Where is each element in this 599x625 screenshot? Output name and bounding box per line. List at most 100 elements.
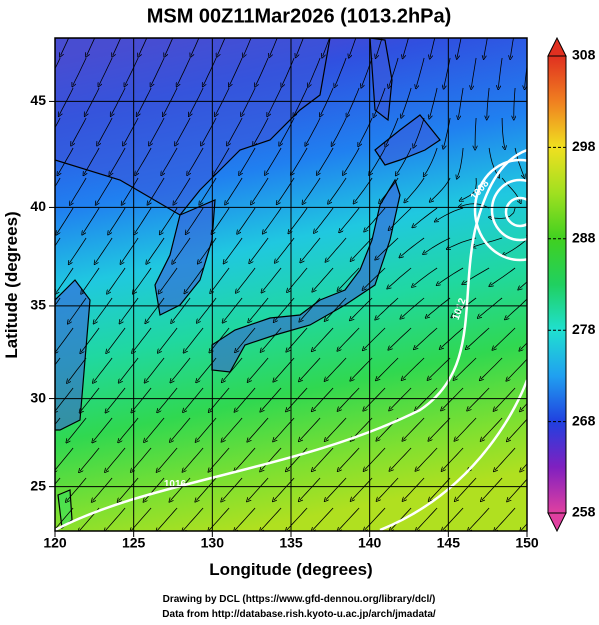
- streamline: [93, 417, 113, 441]
- streamline: [339, 267, 360, 290]
- streamline: [254, 117, 269, 144]
- streamline: [133, 327, 152, 352]
- streamline: [329, 177, 347, 203]
- colorbar-tick-label: 268: [572, 412, 596, 428]
- streamline: [224, 297, 243, 322]
- y-axis-label: Latitude (degrees): [2, 211, 21, 358]
- streamline: [249, 297, 269, 321]
- streamline: [212, 207, 230, 233]
- streamline: [238, 207, 256, 233]
- streamline: [199, 237, 217, 262]
- streamline: [508, 478, 527, 500]
- streamline: [55, 357, 61, 366]
- colorbar-bottom-arrow: [547, 512, 567, 533]
- streamline: [457, 147, 464, 177]
- streamline: [146, 357, 165, 382]
- streamline: [113, 38, 122, 55]
- streamline: [541, 148, 544, 178]
- colorbar-tick-label: 288: [572, 230, 596, 246]
- streamline: [264, 207, 282, 232]
- streamline: [151, 57, 165, 85]
- streamline: [145, 477, 165, 501]
- streamline: [55, 327, 74, 352]
- streamline: [313, 447, 334, 470]
- streamline: [376, 237, 399, 259]
- streamline: [171, 417, 191, 441]
- streamline: [521, 463, 527, 470]
- streamline: [326, 417, 347, 440]
- streamline: [32, 148, 47, 174]
- streamline: [506, 298, 527, 318]
- streamline: [438, 267, 464, 284]
- streamline: [376, 38, 383, 57]
- streamline: [132, 447, 152, 471]
- streamline: [95, 297, 113, 322]
- streamline: [55, 387, 74, 412]
- streamline: [240, 147, 256, 174]
- streamline: [87, 38, 96, 55]
- streamline: [309, 57, 321, 86]
- streamline: [313, 267, 334, 291]
- streamline: [514, 87, 515, 118]
- streamline: [510, 38, 514, 58]
- streamline: [99, 57, 113, 85]
- streamline: [318, 147, 334, 174]
- streamline: [289, 207, 308, 232]
- streamline: [94, 357, 113, 382]
- streamline: [326, 357, 347, 380]
- streamline: [55, 297, 61, 307]
- streamline: [132, 387, 152, 411]
- streamline: [313, 507, 334, 530]
- streamline: [521, 523, 527, 530]
- streamline: [488, 147, 498, 176]
- streamline: [352, 237, 373, 260]
- streamline: [344, 147, 360, 174]
- streamline: [430, 87, 438, 117]
- streamline: [364, 267, 386, 289]
- streamline: [414, 207, 438, 226]
- streamline: [236, 387, 256, 411]
- streamline: [365, 507, 386, 530]
- streamline: [248, 477, 269, 500]
- streamline: [469, 507, 490, 530]
- streamline: [184, 447, 204, 471]
- streamline: [424, 237, 451, 253]
- streamline: [374, 87, 386, 116]
- streamline: [303, 177, 321, 203]
- streamline: [365, 207, 386, 230]
- streamline: [416, 57, 425, 87]
- streamline: [30, 268, 47, 293]
- streamline: [55, 507, 74, 531]
- streamline: [402, 87, 412, 116]
- streamline: [237, 267, 256, 292]
- streamline: [514, 147, 524, 177]
- streamline: [146, 297, 165, 322]
- streamline: [455, 357, 477, 379]
- streamline: [55, 57, 61, 70]
- streamline: [525, 63, 527, 88]
- streamline: [481, 357, 503, 379]
- streamline: [68, 357, 87, 382]
- colorbar: [547, 55, 567, 514]
- streamline: [235, 447, 256, 470]
- streamline: [157, 507, 178, 531]
- streamline: [495, 447, 516, 470]
- streamline: [70, 237, 87, 263]
- streamline: [287, 507, 308, 530]
- streamline: [55, 447, 74, 471]
- streamline: [183, 507, 204, 530]
- streamline: [376, 297, 399, 319]
- x-tick-label: 130: [201, 535, 225, 551]
- streamline: [95, 237, 113, 263]
- streamline: [508, 418, 527, 440]
- streamline: [332, 117, 347, 145]
- streamline: [402, 297, 425, 318]
- streamline: [471, 57, 477, 88]
- y-tick-label: 25: [30, 477, 46, 493]
- streamline: [188, 147, 204, 174]
- streamline: [57, 207, 74, 233]
- streamline: [429, 357, 451, 379]
- streamline: [162, 147, 178, 174]
- streamline: [174, 177, 191, 203]
- y-tick-label: 40: [30, 198, 46, 214]
